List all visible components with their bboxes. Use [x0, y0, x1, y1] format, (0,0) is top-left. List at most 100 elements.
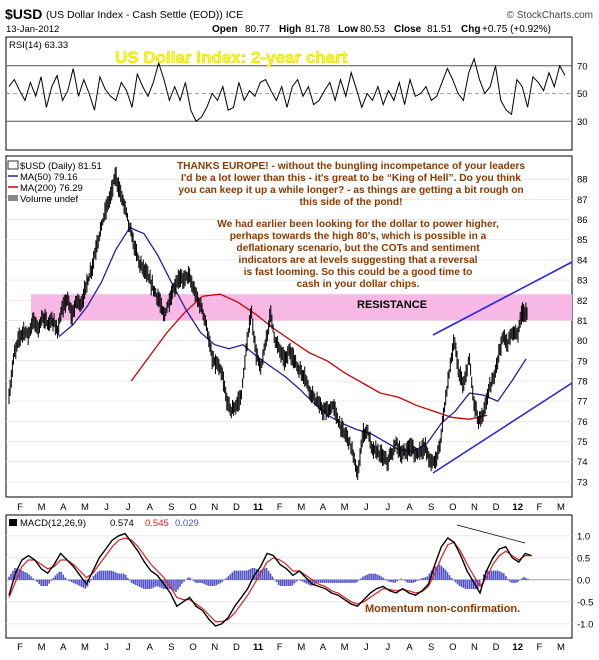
- price-layer: [8, 166, 528, 480]
- legend-main-swatch: [7, 160, 19, 170]
- price-legend: $USD (Daily) 81.51 MA(50) 79.16 MA(200) …: [7, 160, 102, 205]
- x-tick-label: F: [536, 502, 542, 513]
- annotation-1-line-1: THANKS EUROPE! - without the bungling in…: [177, 161, 525, 172]
- x-tick-label: J: [126, 642, 131, 653]
- annotation-1-line-2: I'd be a lot lower than this - it's grea…: [181, 173, 521, 184]
- macd-signal-value: 0.545: [145, 518, 169, 529]
- x-tick-label: 11: [253, 502, 264, 513]
- x-tick-label: M: [341, 502, 349, 513]
- price-tick-label: 75: [577, 437, 588, 448]
- rsi-grid: [6, 65, 572, 122]
- legend-ma50: MA(50) 79.16: [20, 172, 78, 183]
- rsi-tick-label: 70: [577, 61, 588, 72]
- price-tick-label: 80: [577, 336, 588, 347]
- price-tick-label: 83: [577, 276, 588, 287]
- x-tick-label: A: [60, 502, 67, 513]
- price-tick-label: 79: [577, 356, 588, 367]
- x-tick-label: O: [189, 502, 196, 513]
- rsi-tick-label: 50: [577, 89, 588, 100]
- x-tick-label: O: [449, 642, 456, 653]
- annotation-2-line-4: indicators are at levels suggesting that…: [239, 255, 478, 266]
- annotation-2-line-5: is fast looming. So this could be a good…: [244, 267, 473, 278]
- low-label: Low: [338, 24, 358, 35]
- price-tick-label: 82: [577, 296, 588, 307]
- chg-label: Chg: [461, 24, 480, 35]
- x-tick-label: 12: [512, 642, 523, 653]
- macd-label: MACD(12,26,9): [20, 518, 86, 529]
- x-tick-label: J: [386, 502, 391, 513]
- legend-ma200: MA(200) 76.29: [20, 183, 83, 194]
- high-label: High: [279, 24, 301, 35]
- x-tick-label: A: [406, 642, 413, 653]
- x-tick-label: J: [104, 502, 109, 513]
- rsi-axis-ticks: 70 50 30: [577, 61, 588, 128]
- legend-volume: Volume undef: [20, 194, 78, 205]
- annotation-block-1: THANKS EUROPE! - without the bungling in…: [177, 161, 525, 208]
- price-tick-label: 76: [577, 417, 588, 428]
- x-tick-label: J: [126, 502, 131, 513]
- macd-tick-label: -0.5: [577, 597, 593, 608]
- x-tick-label: A: [320, 502, 327, 513]
- x-tick-label: F: [277, 502, 283, 513]
- x-tick-label: J: [104, 642, 109, 653]
- macd-annotation: Momentum non-confirmation.: [365, 603, 520, 615]
- macd-tick-label: -1.0: [577, 619, 593, 630]
- macd-tick-label: 0.0: [577, 575, 590, 586]
- annotation-2-line-1: We had earlier been looking for the doll…: [217, 219, 499, 230]
- ma200-line: [130, 293, 488, 420]
- price-tick-label: 88: [577, 175, 588, 186]
- rsi-line-layer: [8, 57, 566, 123]
- annotation-2-line-2: perhaps towards the high 80's, which is …: [230, 231, 487, 242]
- x-tick-label: D: [233, 642, 240, 653]
- legend-volume-swatch: [8, 195, 18, 201]
- rsi-label-bg: [7, 38, 67, 50]
- macd-tick-label: 1.0: [577, 531, 590, 542]
- rsi-label: RSI(14) 63.33: [9, 40, 68, 51]
- open-label: Open: [212, 24, 238, 35]
- x-tick-label: S: [428, 502, 434, 513]
- legend-main: $USD (Daily) 81.51: [20, 161, 102, 172]
- x-tick-label: J: [364, 642, 369, 653]
- x-tick-label: F: [17, 502, 23, 513]
- x-axis-labels: F M A M J J A S O N D 11 F M A M J J A S O N D 12 F M: [17, 502, 565, 513]
- x-tick-label: A: [147, 502, 154, 513]
- high-value: 81.78: [305, 24, 330, 35]
- header-date: 13-Jan-2012: [6, 24, 59, 35]
- price-tick-label: 77: [577, 397, 588, 408]
- macd-tick-label: 0.5: [577, 553, 590, 564]
- close-value: 81.51: [427, 24, 452, 35]
- macd-line-layer: [8, 532, 532, 627]
- ma200-layer: [130, 293, 488, 420]
- x-tick-label: M: [297, 502, 305, 513]
- macd-line: [8, 532, 532, 627]
- ma50-line: [58, 226, 527, 453]
- macd-histogram-value: 0.029: [175, 518, 199, 529]
- x-tick-label: D: [493, 502, 500, 513]
- annotation-1-line-4: this side of the pond!: [300, 197, 403, 208]
- x-tick-label: J: [364, 502, 369, 513]
- price-axis-ticks: 88 87 86 85 84 83 82 81 80 79 78 77 76 75 74 73: [577, 175, 588, 489]
- macd-legend: MACD(12,26,9) 0.574 0.545 0.029: [9, 518, 199, 529]
- low-value: 80.53: [360, 24, 385, 35]
- x-tick-label: M: [81, 502, 89, 513]
- momentum-divergence-line: [456, 524, 526, 544]
- x-tick-label: A: [320, 642, 327, 653]
- price-tick-label: 86: [577, 215, 588, 226]
- x-tick-label: A: [147, 642, 154, 653]
- x-tick-label: M: [38, 502, 46, 513]
- open-value: 80.77: [245, 24, 270, 35]
- x-tick-label: A: [60, 642, 67, 653]
- price-tick-label: 85: [577, 235, 588, 246]
- x-tick-label: F: [17, 642, 23, 653]
- macd-legend-swatch: [9, 519, 17, 526]
- x-tick-label: D: [233, 502, 240, 513]
- price-tick-label: 73: [577, 477, 588, 488]
- price-tick-label: 74: [577, 457, 588, 468]
- x-tick-label: S: [428, 642, 434, 653]
- x-tick-label: M: [341, 642, 349, 653]
- x-tick-label: M: [557, 642, 565, 653]
- x-tick-label: S: [168, 642, 174, 653]
- x-tick-label: M: [81, 642, 89, 653]
